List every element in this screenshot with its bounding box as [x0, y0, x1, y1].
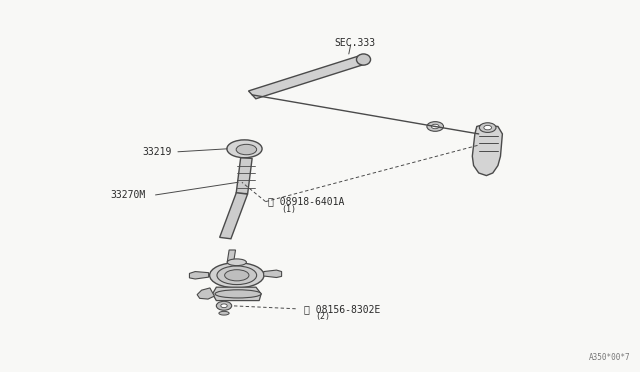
Ellipse shape: [225, 270, 249, 281]
Circle shape: [221, 304, 227, 308]
Ellipse shape: [356, 54, 371, 65]
Text: SEC.333: SEC.333: [335, 38, 376, 48]
Circle shape: [216, 301, 232, 310]
Polygon shape: [264, 270, 282, 278]
Circle shape: [431, 124, 439, 129]
Polygon shape: [189, 272, 209, 279]
Polygon shape: [212, 287, 261, 301]
Text: 33270M: 33270M: [111, 190, 146, 200]
Polygon shape: [227, 250, 236, 262]
Polygon shape: [248, 55, 367, 99]
Polygon shape: [236, 158, 252, 194]
Polygon shape: [220, 193, 248, 239]
Circle shape: [484, 125, 492, 130]
Ellipse shape: [219, 311, 229, 315]
Circle shape: [427, 122, 444, 131]
Circle shape: [479, 123, 496, 132]
Ellipse shape: [227, 259, 246, 266]
Text: Ⓝ 08918-6401A: Ⓝ 08918-6401A: [268, 196, 344, 206]
Ellipse shape: [217, 266, 257, 285]
Text: Ⓑ 08156-8302E: Ⓑ 08156-8302E: [304, 305, 380, 314]
Text: 33219: 33219: [142, 147, 172, 157]
Ellipse shape: [227, 140, 262, 158]
Ellipse shape: [210, 263, 264, 288]
Polygon shape: [472, 125, 502, 176]
Text: A350*00*7: A350*00*7: [589, 353, 630, 362]
Ellipse shape: [236, 144, 257, 155]
Ellipse shape: [215, 290, 261, 298]
Text: (2): (2): [316, 312, 330, 321]
Text: (1): (1): [282, 205, 296, 214]
Polygon shape: [197, 288, 214, 299]
